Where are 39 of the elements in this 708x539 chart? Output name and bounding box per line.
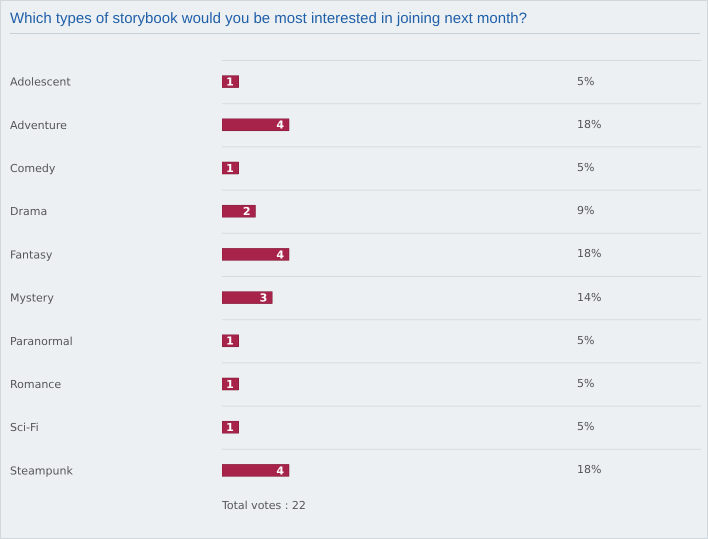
y-tick-label: Adolescent [10, 76, 72, 89]
text: 14% [577, 290, 602, 304]
chart-title: Which types of storybook would you be most interested in joining next month? [10, 10, 700, 34]
text: 5% [577, 377, 594, 390]
bar [222, 204, 256, 218]
text: 18% [577, 247, 602, 260]
text: 5% [577, 420, 594, 434]
data-label: 4 [276, 464, 284, 478]
bar [222, 162, 239, 174]
data-label: 1 [226, 162, 234, 175]
y-tick-label: Romance [10, 378, 62, 391]
y-tick-label: Paranormal [10, 334, 73, 348]
data-label: 4 [276, 118, 284, 132]
text: 5% [577, 161, 594, 174]
data-label: 3 [260, 292, 268, 305]
data-label: 2 [242, 205, 250, 218]
text: 5% [577, 334, 594, 347]
y-tick-label: Mystery [10, 292, 54, 305]
text: 18% [577, 118, 602, 131]
data-label: 1 [226, 378, 234, 391]
bar [222, 291, 272, 304]
y-tick-label: Sci-Fi [10, 421, 39, 434]
text: 18% [577, 463, 602, 476]
bar [222, 118, 290, 132]
text: Total votes : 22 [222, 499, 306, 512]
text: 9% [577, 204, 594, 218]
y-tick-label: Drama [10, 205, 48, 218]
data-label: 1 [226, 334, 234, 348]
y-tick-label: Adventure [10, 118, 68, 132]
y-tick-label: Steampunk [10, 464, 74, 478]
data-label: 1 [226, 421, 234, 434]
data-label: 4 [276, 248, 284, 262]
bar [222, 378, 239, 390]
data-label: 1 [226, 76, 234, 89]
bar [222, 464, 290, 477]
text: 5% [577, 74, 594, 88]
bar [222, 248, 290, 261]
y-tick-label: Fantasy [10, 248, 53, 262]
y-tick-label: Comedy [10, 162, 56, 175]
